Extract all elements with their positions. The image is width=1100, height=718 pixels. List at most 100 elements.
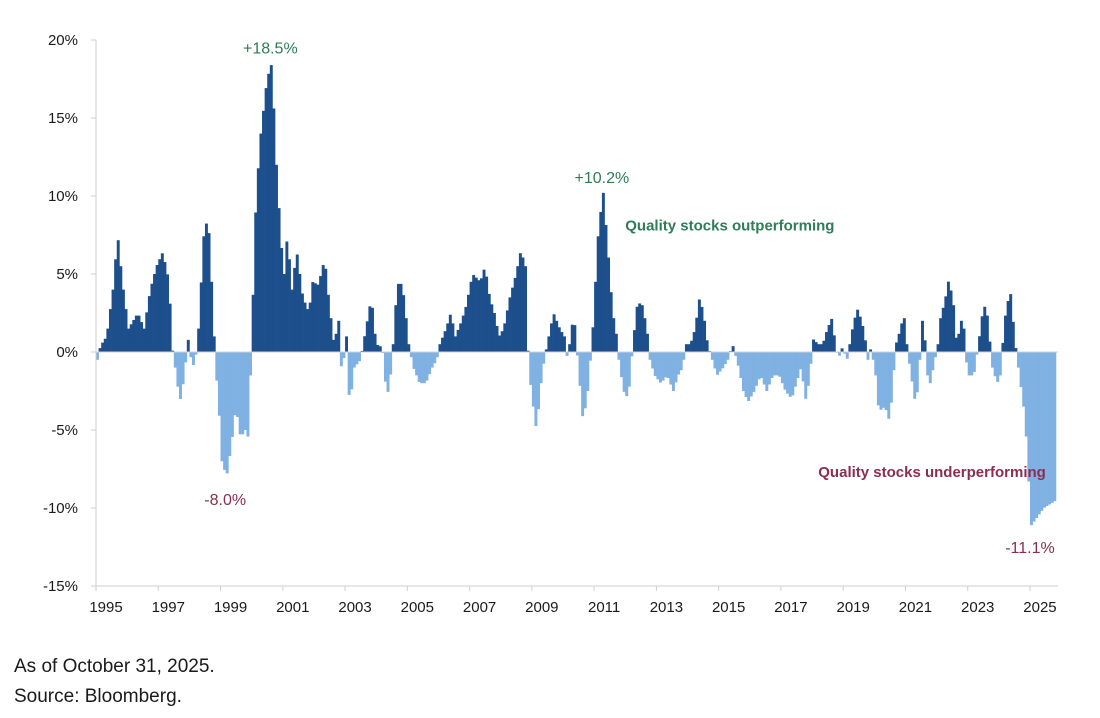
x-tick-label: 2017: [774, 599, 807, 616]
bar: [467, 294, 470, 352]
bar: [843, 352, 847, 354]
bar: [142, 328, 146, 352]
bar: [970, 352, 974, 376]
bar: [931, 352, 935, 371]
x-tick-label: 1995: [89, 599, 122, 616]
footnotes: As of October 31, 2025. Source: Bloomber…: [14, 652, 215, 712]
bar: [389, 352, 393, 375]
bar: [762, 352, 766, 385]
bar: [207, 233, 211, 352]
bar: [295, 254, 299, 352]
bar: [511, 287, 515, 352]
bar: [347, 352, 351, 395]
bar: [742, 352, 745, 391]
bar: [345, 336, 348, 352]
bar: [812, 339, 815, 352]
x-tick-label: 1999: [214, 599, 247, 616]
bar: [586, 352, 590, 391]
bar: [249, 352, 253, 376]
bar: [578, 352, 582, 386]
bar: [415, 352, 419, 376]
bar: [1035, 352, 1039, 519]
bar: [441, 337, 444, 352]
bar: [534, 352, 538, 427]
bar: [254, 212, 258, 352]
bar: [503, 323, 507, 352]
bar: [882, 352, 886, 408]
bar: [1042, 352, 1046, 508]
bar: [793, 352, 797, 387]
bar: [137, 315, 141, 352]
bar: [166, 274, 169, 352]
bar: [809, 352, 813, 364]
bar: [378, 346, 382, 352]
x-tick-label: 2019: [836, 599, 869, 616]
bar: [568, 344, 572, 352]
bar: [539, 352, 543, 384]
bar: [747, 352, 751, 402]
bar: [980, 316, 984, 352]
bar: [773, 352, 777, 376]
bar: [482, 269, 486, 352]
bar: [422, 352, 426, 384]
trough-label: -11.1%: [1005, 540, 1055, 557]
bar: [1037, 352, 1041, 515]
bar: [428, 352, 432, 375]
bar: [212, 336, 216, 352]
bar: [775, 352, 779, 376]
bar: [760, 352, 764, 378]
bar: [184, 352, 188, 363]
bar: [334, 333, 338, 352]
bar: [594, 281, 598, 352]
bar: [485, 276, 489, 352]
bar: [339, 352, 343, 367]
bar: [324, 268, 328, 352]
bar: [1017, 352, 1020, 368]
bar: [946, 281, 950, 352]
bar: [913, 352, 917, 399]
bar: [363, 336, 367, 352]
bar: [306, 309, 310, 352]
bar: [103, 338, 107, 352]
bar: [736, 352, 740, 366]
bar: [368, 306, 372, 352]
bar: [1024, 352, 1028, 437]
bar: [134, 315, 138, 352]
bar: [625, 352, 629, 397]
bar: [871, 352, 875, 360]
bar: [500, 331, 504, 352]
bar: [612, 318, 616, 352]
bar: [373, 333, 377, 352]
bar: [277, 208, 281, 352]
x-tick-label: 2015: [712, 599, 745, 616]
bar: [993, 352, 997, 377]
bar: [1019, 352, 1023, 388]
annotations-group: +18.5% +10.2% -8.0% -11.1% Quality stocks ou…: [204, 40, 1054, 557]
bar: [550, 323, 553, 352]
bar: [171, 350, 175, 352]
bars-group: [96, 65, 1057, 526]
bar: [996, 352, 1000, 382]
bar: [814, 342, 818, 352]
bar: [643, 318, 647, 352]
bar: [121, 289, 125, 352]
bar: [404, 318, 408, 352]
bar: [101, 342, 105, 352]
bar: [861, 326, 865, 352]
x-tick-label: 2005: [401, 599, 434, 616]
bar: [114, 259, 118, 352]
bar: [1006, 301, 1010, 352]
bar: [472, 275, 476, 352]
bar: [438, 344, 442, 352]
bar-chart: 20% 15% 10% 5% 0% -5% -10% -15% 1995 1997 1999 200…: [43, 32, 1058, 616]
bar: [560, 332, 564, 352]
bar: [630, 352, 634, 357]
bar: [570, 324, 574, 352]
bar: [287, 259, 291, 352]
outperforming-note: Quality stocks outperforming: [625, 217, 834, 234]
y-tick-label: 0%: [56, 344, 78, 361]
bar: [565, 352, 569, 356]
bar: [933, 352, 937, 358]
bar: [262, 110, 265, 352]
bar: [1022, 352, 1026, 407]
